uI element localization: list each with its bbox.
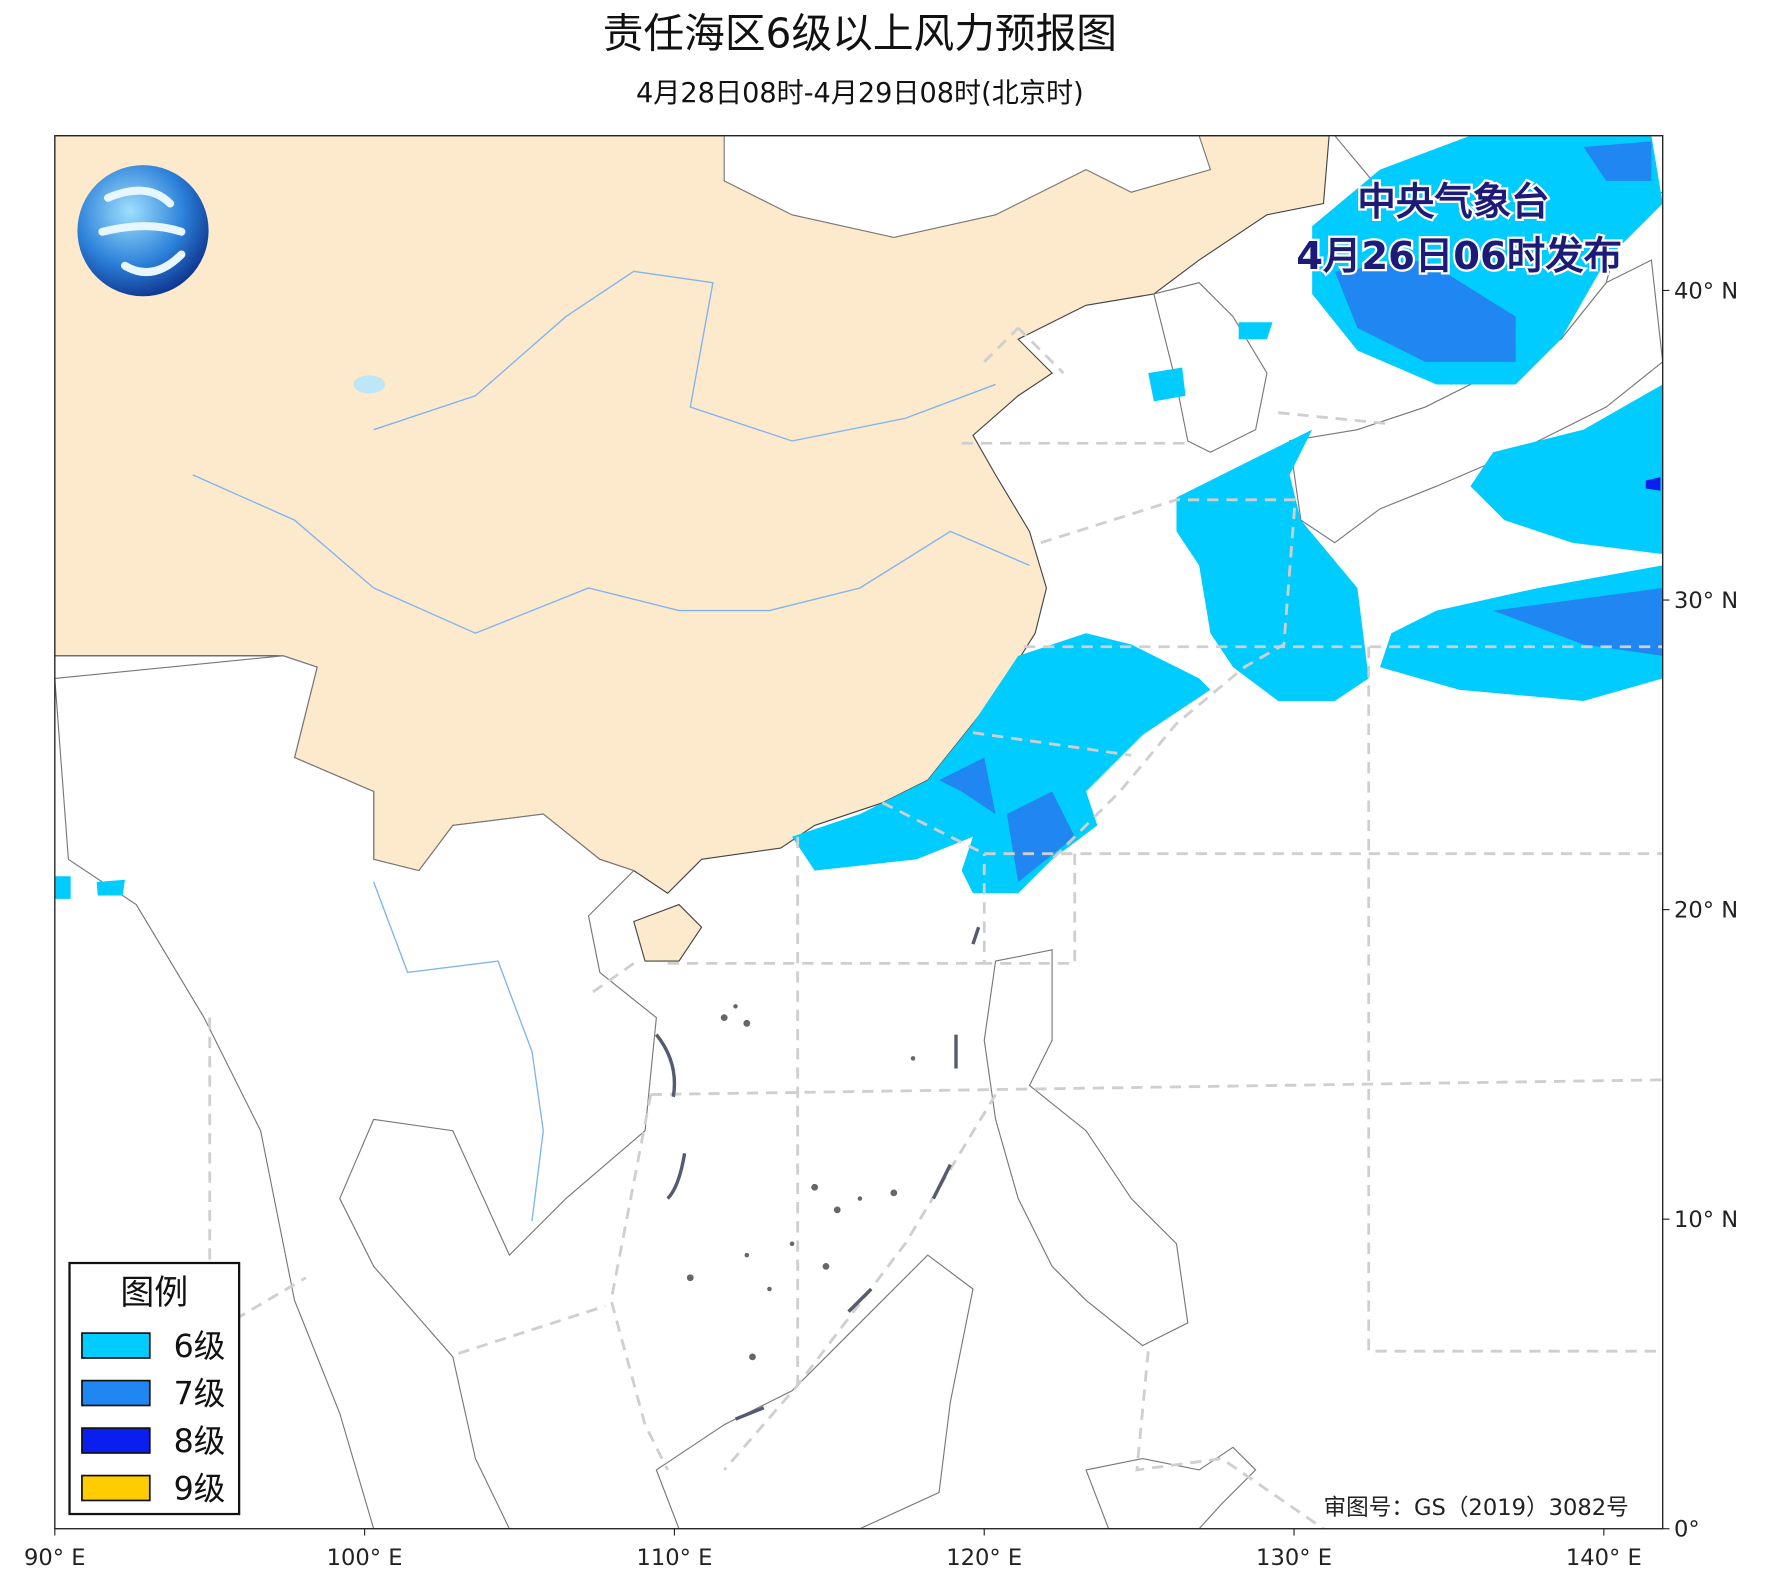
legend-label: 9级 [174,1471,226,1507]
legend-title: 图例 [120,1273,188,1312]
korea [1153,282,1268,453]
approval-number: 审图号：GS（2019）3082号 [1324,1495,1629,1521]
x-tick-label: 110° E [636,1545,712,1571]
legend-swatch [81,1379,151,1407]
borneo [655,1254,974,1529]
x-tick-label: 140° E [1566,1545,1642,1571]
issuer-name: 中央气象台 [1357,180,1549,225]
y-tick-label: 40° N [1674,278,1738,304]
wind-area-6 [1470,384,1663,555]
sulawesi [1085,1446,1257,1529]
x-tick-label: 120° E [946,1545,1022,1571]
legend: 图例 6级 7级 8级 9级 [68,1261,241,1516]
x-tick-label: 90° E [24,1545,86,1571]
sea-area-boundary [208,326,1663,1529]
logo [77,165,209,297]
y-tick-label: 20° N [1674,898,1738,924]
japan [1288,259,1663,544]
wind-area-7 [939,141,1663,882]
wind-area-6 [792,633,1211,894]
y-tick-label: 0° [1674,1517,1700,1543]
legend-label: 7级 [174,1376,226,1412]
islands [686,1004,916,1361]
y-tick-label: 10° N [1674,1207,1738,1233]
axes: 90° E 100° E 110° E 120° E 130° E 140° E 0° 10°… [24,278,1738,1571]
title: 责任海区6级以上风力预报图 [603,9,1117,57]
y-tick-label: 30° N [1674,588,1738,614]
philippines [983,949,1189,1347]
legend-swatch [81,1427,151,1454]
map-frame [54,135,1664,1530]
legend-label: 6级 [174,1329,226,1365]
legend-label: 8级 [174,1424,226,1460]
wind-area-6 [54,322,1273,899]
map-body [54,135,1663,1529]
x-tick-label: 130° E [1256,1545,1332,1571]
mongolia [723,135,1212,239]
lake [353,375,385,394]
wind-area-8 [1645,477,1661,491]
issue-time: 4月26日06时发布 [1296,234,1622,279]
river [373,881,544,1222]
x-tick-label: 100° E [327,1545,403,1571]
hainan [633,903,703,962]
river [192,474,1030,634]
legend-swatch [81,1474,151,1502]
indochina [54,655,657,1529]
legend-swatch [81,1332,151,1359]
boundary-segment [655,926,981,1421]
river [373,270,996,442]
wind-area-6 [1176,429,1369,702]
subtitle: 4月28日08时-4月29日08时(北京时) [636,78,1084,109]
